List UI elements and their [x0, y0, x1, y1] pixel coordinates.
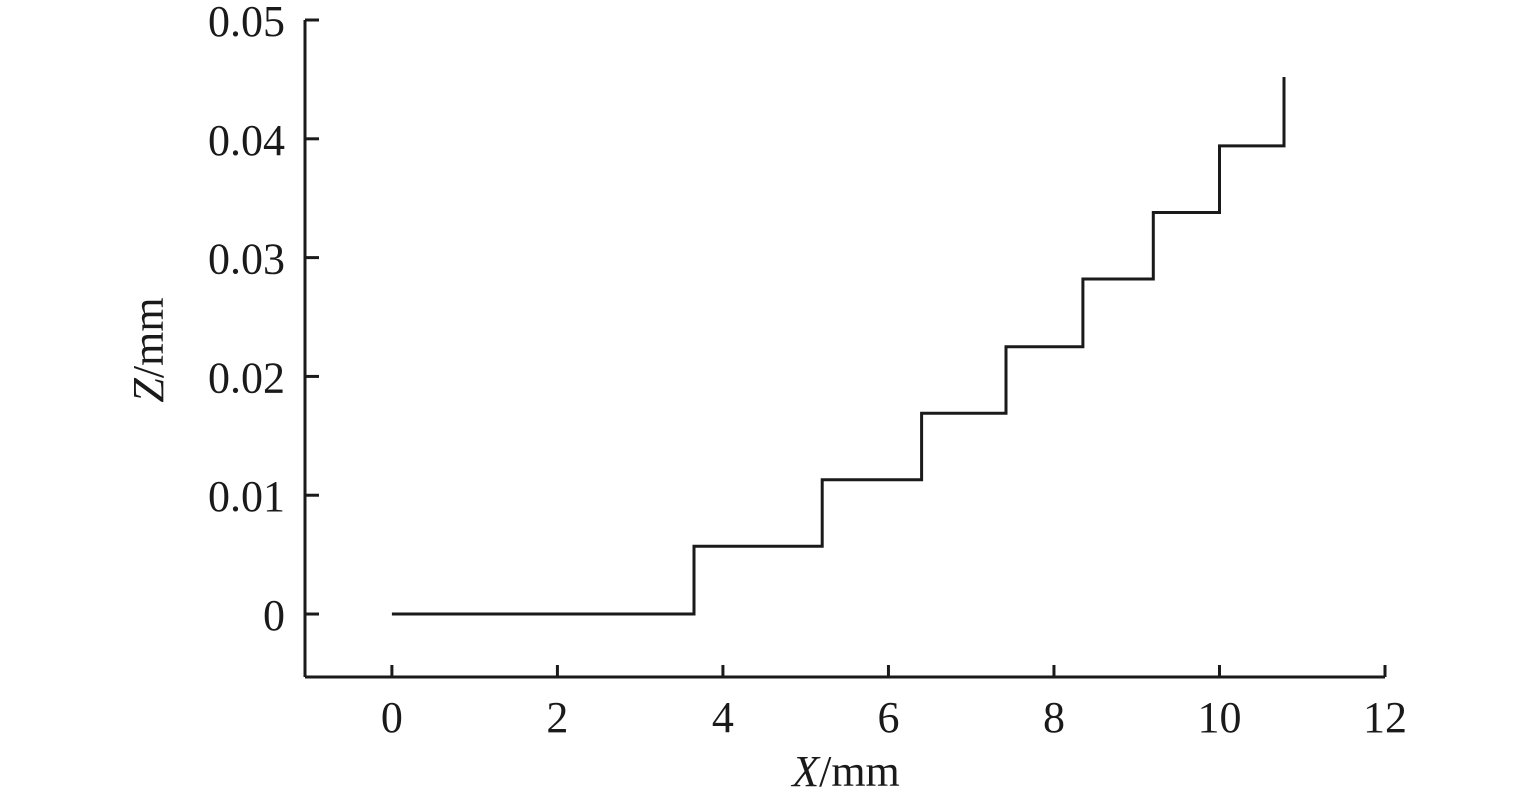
y-tick-label: 0.04: [208, 116, 285, 165]
step-series-line: [391, 77, 1286, 616]
axes: [303, 20, 1385, 679]
y-axis-title: Z/mm: [124, 297, 173, 402]
x-tick-label: 6: [877, 693, 899, 742]
y-axis-ticks: 0 0.01 0.02 0.03 0.04 0.05: [208, 0, 319, 640]
x-tick-label: 12: [1363, 693, 1407, 742]
x-tick-label: 2: [546, 693, 568, 742]
y-tick-label: 0.03: [208, 235, 285, 284]
x-tick-label: 8: [1043, 693, 1065, 742]
x-axis-title-var: X: [790, 747, 821, 796]
y-axis-title-var: Z: [124, 378, 173, 403]
x-tick-label: 0: [381, 693, 403, 742]
y-tick-label: 0: [263, 591, 285, 640]
x-axis-ticks: 0 2 4 6 8 10 12: [381, 665, 1407, 742]
x-axis-title-unit: /mm: [819, 747, 900, 796]
y-axis-title-unit: /mm: [124, 297, 173, 378]
y-tick-label: 0.01: [208, 472, 285, 521]
series-group: [391, 77, 1286, 616]
x-axis-title: X/mm: [790, 747, 900, 796]
y-tick-label: 0.02: [208, 353, 285, 402]
x-tick-label: 10: [1197, 693, 1241, 742]
y-tick-label: 0.05: [208, 0, 285, 46]
x-tick-label: 4: [712, 693, 734, 742]
